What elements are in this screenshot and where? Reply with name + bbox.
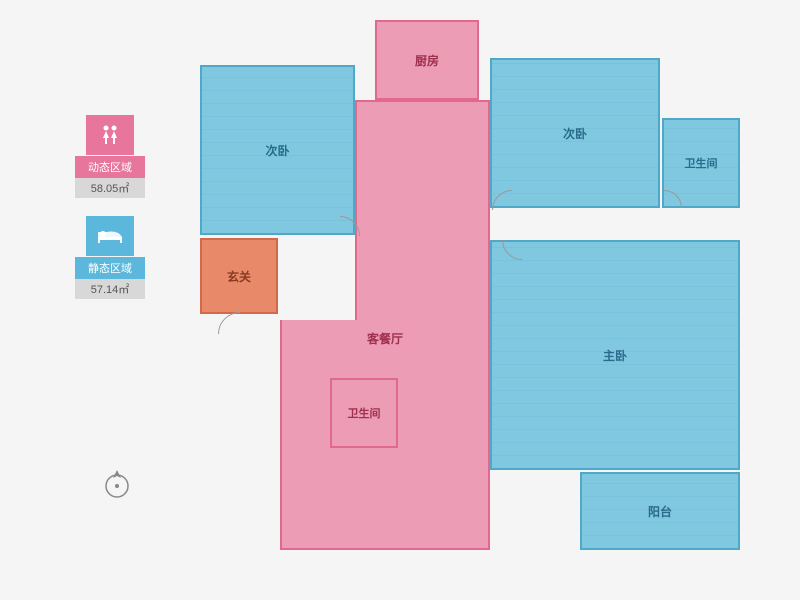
door-arc — [218, 312, 262, 356]
room-bedroom-right: 次卧 — [490, 58, 660, 208]
floorplan: 厨房 次卧 次卧 卫生间 玄关 客餐厅 卫生间 主卧 阳台 — [200, 20, 760, 580]
room-label: 玄关 — [227, 268, 251, 285]
room-bathroom-upper: 卫生间 — [662, 118, 740, 208]
living-merge-patch — [357, 319, 488, 325]
legend-dynamic: 动态区域 58.05㎡ — [75, 115, 145, 198]
room-label: 厨房 — [415, 52, 439, 69]
room-kitchen: 厨房 — [375, 20, 479, 100]
compass-icon — [100, 466, 134, 500]
room-label: 阳台 — [648, 503, 672, 520]
legend-panel: 动态区域 58.05㎡ 静态区域 57.14㎡ — [75, 115, 145, 317]
legend-static-title: 静态区域 — [75, 257, 145, 279]
people-icon — [86, 115, 134, 155]
room-living-upper — [355, 100, 490, 326]
room-label: 次卧 — [265, 142, 289, 159]
legend-static-value: 57.14㎡ — [75, 279, 145, 299]
room-foyer: 玄关 — [200, 238, 278, 314]
legend-static: 静态区域 57.14㎡ — [75, 216, 145, 299]
room-balcony: 阳台 — [580, 472, 740, 550]
room-label: 卫生间 — [685, 155, 718, 171]
legend-dynamic-value: 58.05㎡ — [75, 178, 145, 198]
room-label: 卫生间 — [348, 405, 381, 421]
room-master-bedroom: 主卧 — [490, 240, 740, 470]
room-label: 主卧 — [603, 347, 627, 364]
room-label: 客餐厅 — [367, 330, 403, 347]
bed-icon — [86, 216, 134, 256]
legend-dynamic-title: 动态区域 — [75, 156, 145, 178]
room-bedroom-left: 次卧 — [200, 65, 355, 235]
room-label: 次卧 — [563, 125, 587, 142]
room-bathroom-lower: 卫生间 — [330, 378, 398, 448]
